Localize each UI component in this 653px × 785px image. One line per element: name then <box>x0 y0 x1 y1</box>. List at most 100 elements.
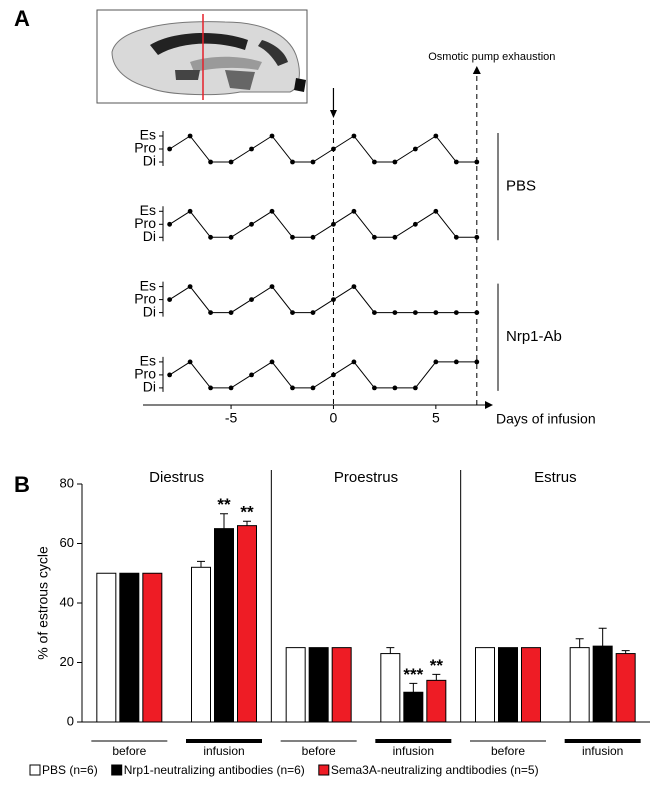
y-tick-label: 40 <box>60 594 74 609</box>
marker-label: Osmotic pump exhaustion <box>428 51 555 63</box>
point <box>187 133 193 139</box>
point <box>187 359 193 365</box>
point <box>392 385 398 391</box>
point <box>208 234 213 240</box>
point <box>453 159 459 165</box>
error-bar <box>409 682 418 693</box>
significance: ** <box>240 503 254 522</box>
bar <box>569 647 590 723</box>
x-tick-label: -5 <box>225 410 238 426</box>
error-bar <box>197 560 205 568</box>
point <box>249 297 254 302</box>
y-tick-label: Es <box>140 277 156 293</box>
bar <box>521 647 541 723</box>
point <box>290 385 295 391</box>
bar <box>96 572 117 723</box>
x-tick-label: before <box>112 744 146 758</box>
x-tick-label: 5 <box>432 410 440 426</box>
point <box>351 133 357 139</box>
point <box>228 385 234 391</box>
x-tick-label: before <box>491 744 525 758</box>
significance: ** <box>217 495 231 514</box>
error-bar <box>432 673 441 681</box>
point <box>269 133 275 139</box>
y-tick-label: Pro <box>134 215 156 231</box>
y-tick-label: Di <box>143 379 156 395</box>
point <box>249 372 254 378</box>
bar <box>237 525 257 723</box>
point <box>249 146 254 152</box>
point <box>310 159 316 165</box>
point <box>228 159 234 165</box>
trace-line <box>169 285 477 314</box>
error-bar <box>575 638 584 648</box>
trace-line <box>169 135 477 163</box>
point <box>392 310 398 315</box>
point <box>372 234 377 240</box>
point <box>167 297 173 302</box>
point <box>412 385 418 391</box>
legend-label: Nrp1-neutralizing antibodies (n=6) <box>124 763 305 777</box>
legend-label: PBS (n=6) <box>42 763 98 777</box>
point <box>290 159 295 165</box>
point <box>249 221 254 227</box>
trace-line <box>169 361 477 389</box>
point <box>187 284 193 289</box>
bar <box>475 647 495 723</box>
point <box>433 208 439 214</box>
point <box>351 359 357 365</box>
bar <box>285 647 306 723</box>
legend-swatch <box>318 764 330 776</box>
point <box>310 310 316 315</box>
point <box>208 310 213 315</box>
brain-schematic <box>96 9 308 104</box>
point <box>269 208 275 214</box>
point <box>290 234 295 240</box>
point <box>453 310 459 315</box>
x-tick-label: infusion <box>582 744 623 758</box>
trace-line <box>169 210 477 238</box>
point <box>167 221 173 227</box>
point <box>453 359 459 365</box>
point <box>433 310 439 315</box>
panel-letter: B <box>14 472 30 497</box>
y-tick-label: Pro <box>134 140 156 156</box>
point <box>167 146 173 152</box>
bar <box>308 647 329 723</box>
y-tick-label: Di <box>143 153 156 169</box>
y-tick-label: Pro <box>134 366 156 382</box>
y-tick-label: Es <box>140 202 156 218</box>
point <box>228 310 234 315</box>
y-tick-label: Di <box>143 303 156 319</box>
x-tick-label: 0 <box>330 410 338 426</box>
y-tick-label: Es <box>140 353 156 369</box>
y-tick-label: 0 <box>67 713 74 728</box>
x-axis-label: Days of infusion <box>496 411 596 427</box>
bar <box>592 645 613 723</box>
significance: *** <box>403 665 423 684</box>
y-tick-label: 20 <box>60 654 74 669</box>
legend-swatch <box>111 764 123 776</box>
group-label: PBS <box>506 178 536 195</box>
y-tick-label: 80 <box>60 475 74 490</box>
point <box>412 146 418 152</box>
point <box>392 159 398 165</box>
bar <box>214 528 234 723</box>
y-axis-label: % of estrous cycle <box>35 546 51 660</box>
group-label: Nrp1-Ab <box>506 328 562 345</box>
point <box>474 359 480 365</box>
bar <box>142 572 163 723</box>
point <box>412 221 418 227</box>
marker-arrow <box>472 66 481 74</box>
marker-arrow <box>329 110 337 118</box>
section-title: Proestrus <box>334 469 398 486</box>
x-tick-label: before <box>302 744 336 758</box>
y-tick-label: Di <box>143 228 156 244</box>
point <box>228 234 234 240</box>
error-bar <box>220 513 228 529</box>
section-title: Diestrus <box>149 469 204 486</box>
point <box>372 385 377 391</box>
point <box>433 359 439 365</box>
significance: ** <box>430 656 444 675</box>
